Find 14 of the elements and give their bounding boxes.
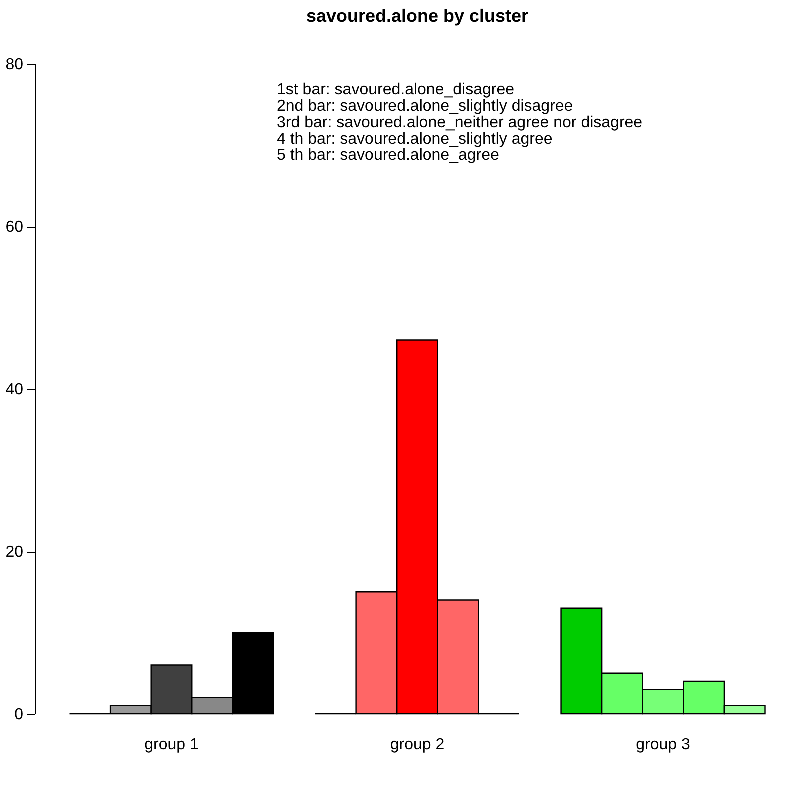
- annotation: 1st bar: savoured.alone_disagree: [277, 81, 515, 98]
- y-tick-label: 0: [14, 706, 24, 724]
- y-tick-label: 40: [6, 382, 24, 398]
- y-tick-label: 20: [6, 544, 24, 561]
- x-tick-label: group 1: [144, 736, 199, 754]
- annotation: 5 th bar: savoured.alone_agree: [277, 147, 500, 164]
- x-tick-label: group 2: [390, 736, 445, 754]
- annotation: 4 th bar: savoured.alone_slightly agree: [277, 130, 553, 148]
- y-tick-label: 60: [6, 219, 24, 236]
- chart-title: savoured.alone by cluster: [306, 6, 529, 26]
- annotation: 3rd bar: savoured.alone_neither agree nor disagree: [277, 114, 643, 132]
- x-tick-label: group 3: [636, 736, 690, 754]
- annotation: 2nd bar: savoured.alone_slightly disagree: [277, 98, 574, 115]
- y-tick-label: 80: [6, 56, 24, 74]
